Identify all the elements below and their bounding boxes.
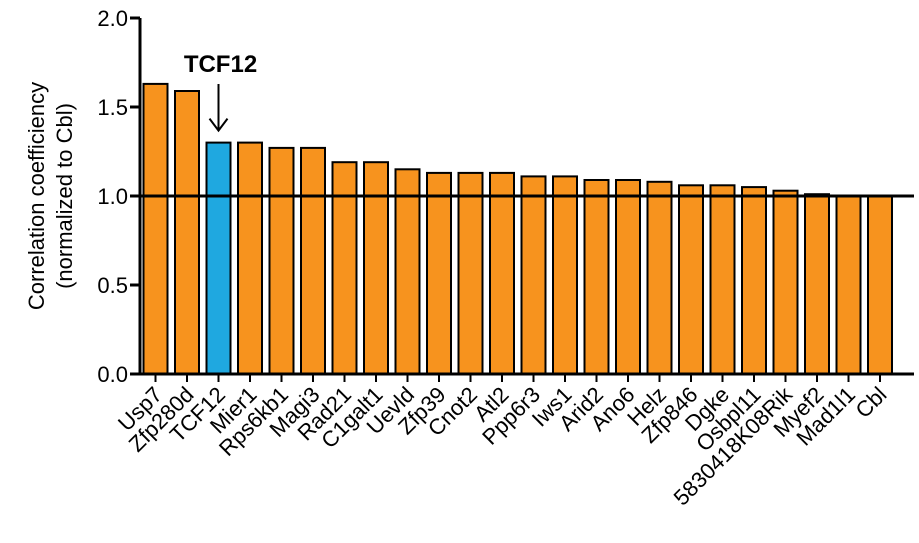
bar-zfp846	[678, 184, 704, 375]
bar-cnot2	[457, 171, 484, 375]
annotation-label: TCF12	[184, 51, 257, 78]
bar-helz	[646, 180, 673, 375]
bar-mad1l1	[835, 195, 862, 375]
bar-atl2	[489, 171, 515, 375]
bar-arid2	[583, 179, 610, 375]
bar-myef2	[804, 193, 830, 375]
bar-dgke	[709, 184, 736, 375]
bar-mier1	[237, 141, 263, 375]
bar-uevld	[394, 168, 421, 375]
axes-group	[130, 16, 914, 382]
bar-cbl	[867, 195, 893, 375]
bar-rps6kb1	[268, 146, 295, 375]
bars-group	[142, 82, 893, 376]
bar-zfp280d	[174, 90, 200, 375]
y-axis-title-line2: (normalized to Cbl)	[52, 103, 77, 289]
bar-ano6	[615, 179, 641, 375]
bar-usp7	[142, 82, 169, 376]
bar-ppp6r3	[520, 175, 547, 375]
bar-tcf12	[205, 141, 232, 375]
y-tick-label: 0.0	[97, 362, 128, 387]
down-arrow-icon	[208, 117, 229, 133]
bar-magi3	[300, 146, 326, 375]
y-tick-label: 0.5	[97, 273, 128, 298]
y-axis-title-line1: Correlation coefficiency	[24, 82, 49, 310]
bar-iws1	[552, 175, 578, 375]
bar-c1galt1	[363, 161, 389, 375]
bar-osbpl11	[741, 186, 767, 375]
y-tick-label: 1.5	[97, 95, 128, 120]
bar-5830418k08rik	[772, 189, 799, 375]
y-tick-label: 1.0	[97, 184, 128, 209]
bar-zfp39	[426, 171, 452, 375]
y-tick-label: 2.0	[97, 6, 128, 31]
x-tick-label-cbl: Cbl	[851, 382, 892, 423]
bar-rad21	[331, 161, 358, 375]
